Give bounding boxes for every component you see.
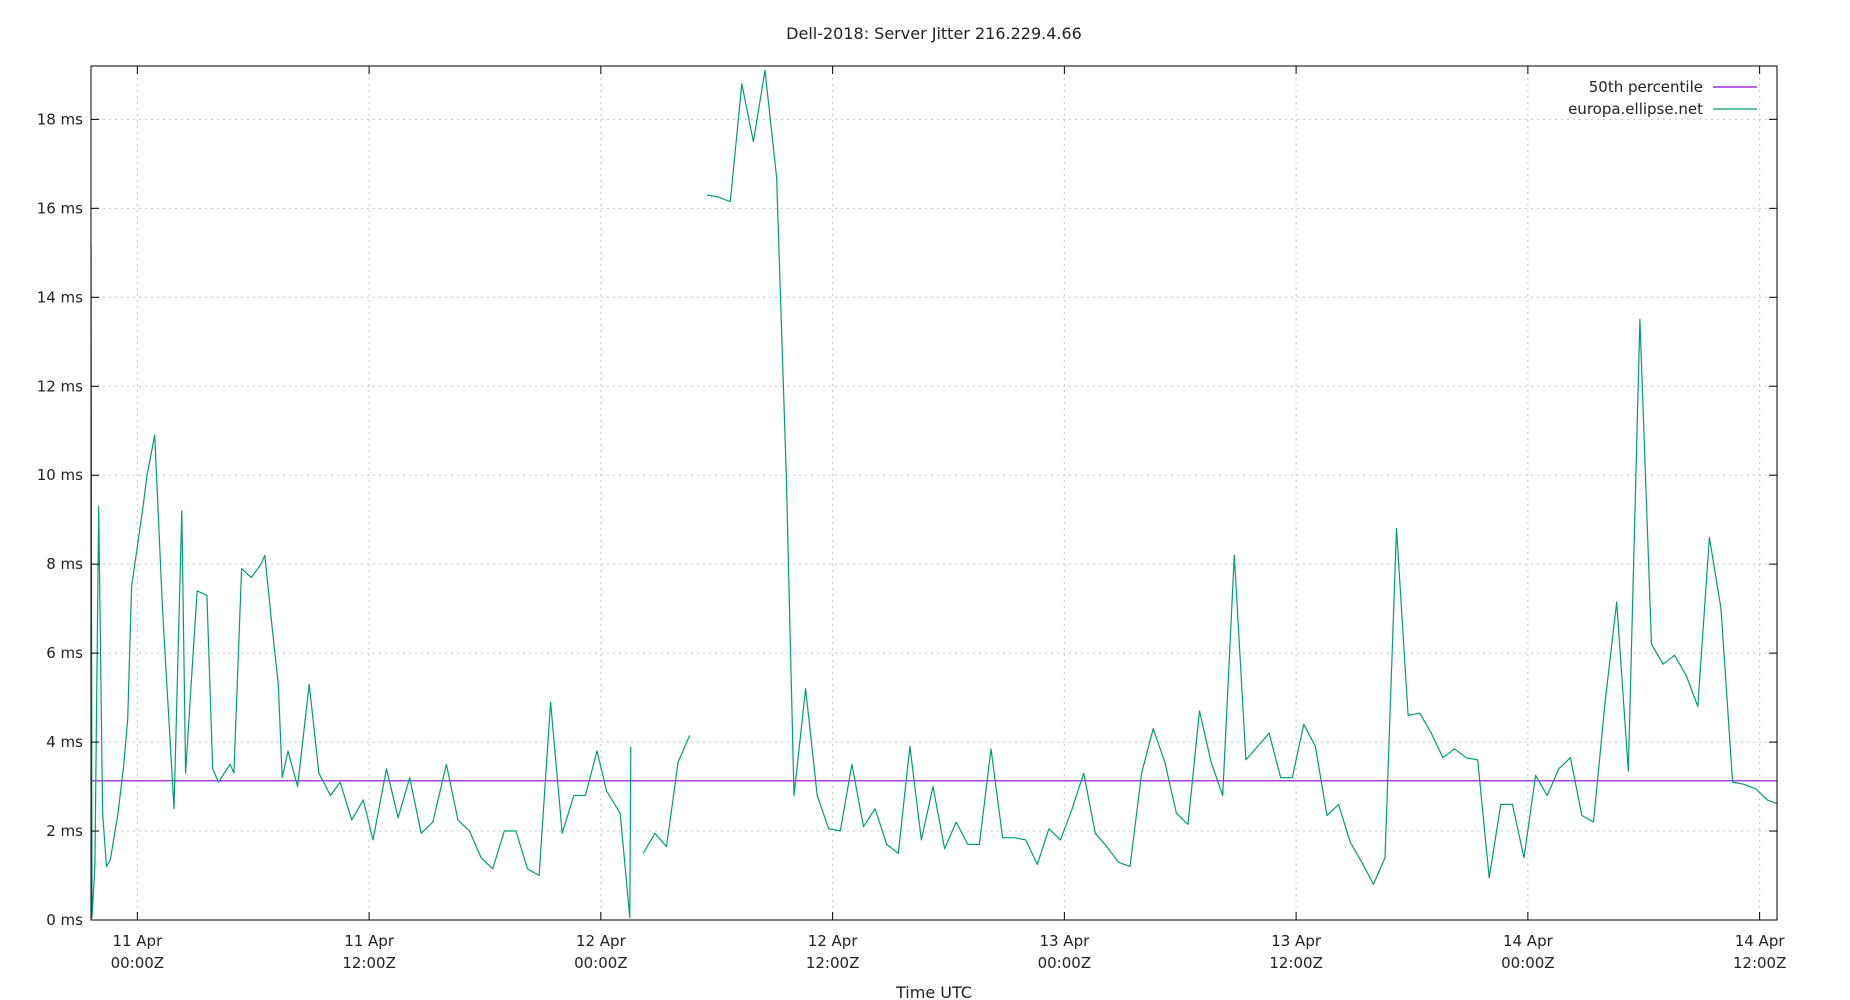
legend: 50th percentile europa.ellipse.net [1568,78,1757,118]
series-line-europa-ellipse-net [91,243,632,919]
x-tick-label-date: 14 Apr [1503,932,1554,950]
grid [91,66,1777,920]
x-axis: 11 Apr 00:00Z 11 Apr 12:00Z 12 Apr 00:00Z 12 A… [111,66,1787,972]
x-tick-label-time: 00:00Z [111,954,165,972]
y-tick-label: 12 ms [37,377,83,395]
y-tick-label: 4 ms [46,733,83,751]
x-tick-label-time: 00:00Z [1501,954,1555,972]
x-tick-label-date: 12 Apr [576,932,627,950]
x-tick-label-date: 13 Apr [1039,932,1090,950]
x-tick-label-date: 11 Apr [344,932,395,950]
plot-series [91,69,1777,919]
y-tick-label: 14 ms [37,288,83,306]
chart-title: Dell-2018: Server Jitter 216.229.4.66 [786,24,1082,43]
x-tick-label-date: 13 Apr [1271,932,1322,950]
x-tick-label-date: 14 Apr [1735,932,1786,950]
plot-frame [90,65,1778,921]
y-tick-label: 8 ms [46,555,83,573]
x-tick-label-time: 00:00Z [1038,954,1092,972]
y-axis: 0 ms 2 ms 4 ms 6 ms 8 ms 10 ms 12 ms 14 ms 16 ms… [37,110,1777,929]
series-line-europa-ellipse-net [642,735,691,854]
x-tick-label-time: 12:00Z [1269,954,1323,972]
x-tick-label-time: 12:00Z [1733,954,1787,972]
x-tick-label-time: 00:00Z [574,954,628,972]
y-tick-label: 18 ms [37,110,83,128]
x-tick-label-date: 11 Apr [112,932,163,950]
y-tick-label: 10 ms [37,466,83,484]
x-tick-label-time: 12:00Z [806,954,860,972]
x-tick-label-date: 12 Apr [808,932,859,950]
x-axis-label: Time UTC [895,983,972,1000]
x-tick-label-time: 12:00Z [342,954,396,972]
y-tick-label: 2 ms [46,822,83,840]
y-tick-label: 6 ms [46,644,83,662]
y-tick-label: 0 ms [46,911,83,929]
legend-label-50th-percentile: 50th percentile [1589,78,1703,96]
legend-label-europa-ellipse-net: europa.ellipse.net [1568,100,1703,118]
series-line-europa-ellipse-net [706,69,1777,886]
y-tick-label: 16 ms [37,199,83,217]
